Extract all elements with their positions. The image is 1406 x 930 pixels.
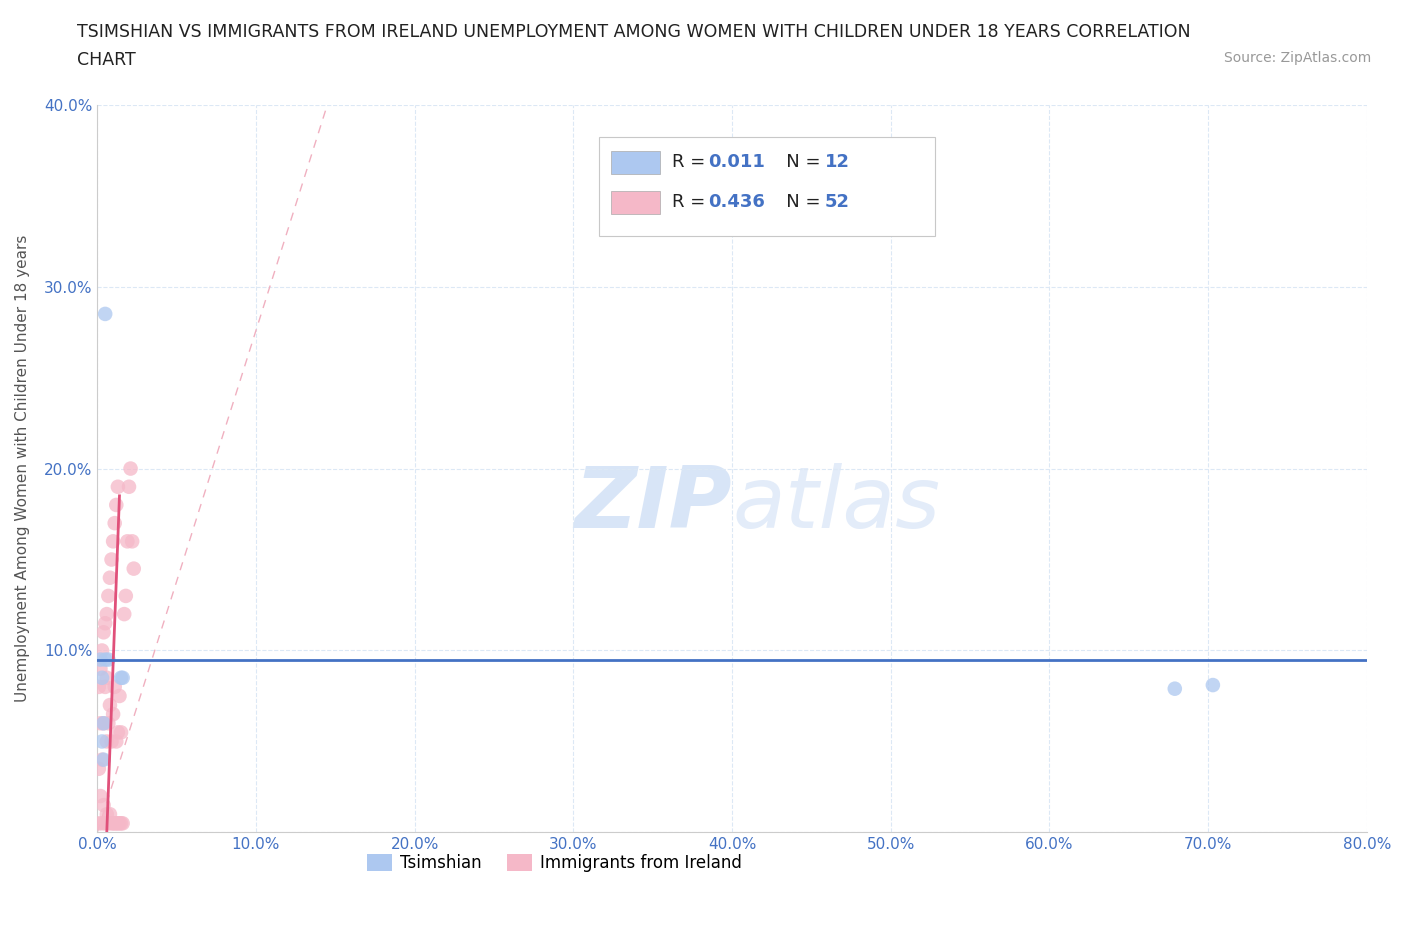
Text: 12: 12 bbox=[825, 153, 849, 171]
Point bbox=[89, 661, 111, 676]
Point bbox=[112, 606, 135, 621]
Point bbox=[89, 652, 111, 667]
Point bbox=[87, 816, 110, 830]
Point bbox=[87, 680, 110, 695]
Point bbox=[118, 479, 141, 494]
Point bbox=[96, 671, 118, 685]
Point bbox=[100, 816, 122, 830]
Point bbox=[94, 816, 117, 830]
Point bbox=[122, 561, 145, 576]
Point bbox=[98, 807, 121, 822]
Point bbox=[104, 816, 127, 830]
Text: 0.011: 0.011 bbox=[707, 153, 765, 171]
Text: TSIMSHIAN VS IMMIGRANTS FROM IRELAND UNEMPLOYMENT AMONG WOMEN WITH CHILDREN UNDE: TSIMSHIAN VS IMMIGRANTS FROM IRELAND UNE… bbox=[77, 23, 1191, 41]
Point bbox=[101, 707, 124, 722]
Point bbox=[94, 307, 117, 322]
Point bbox=[91, 643, 114, 658]
Point bbox=[87, 762, 110, 777]
Text: R =: R = bbox=[672, 193, 711, 211]
Point bbox=[104, 516, 127, 531]
Point bbox=[89, 789, 111, 804]
Text: R =: R = bbox=[672, 153, 711, 171]
Point bbox=[107, 724, 129, 739]
FancyBboxPatch shape bbox=[612, 151, 659, 174]
Point bbox=[105, 816, 128, 830]
Text: Source: ZipAtlas.com: Source: ZipAtlas.com bbox=[1223, 51, 1371, 65]
Point bbox=[93, 752, 115, 767]
Point bbox=[108, 688, 131, 703]
Point bbox=[1202, 678, 1225, 693]
Point bbox=[111, 671, 134, 685]
Text: 0.436: 0.436 bbox=[707, 193, 765, 211]
Text: atlas: atlas bbox=[733, 463, 941, 547]
Point bbox=[98, 570, 121, 585]
Point bbox=[110, 724, 132, 739]
Point bbox=[96, 606, 118, 621]
Point bbox=[96, 734, 118, 749]
Point bbox=[93, 716, 115, 731]
Point bbox=[97, 816, 120, 830]
Point bbox=[98, 698, 121, 712]
Point bbox=[93, 798, 115, 813]
Text: N =: N = bbox=[769, 193, 827, 211]
Point bbox=[117, 534, 139, 549]
Text: ZIP: ZIP bbox=[575, 463, 733, 547]
Point bbox=[110, 816, 132, 830]
Point bbox=[114, 589, 136, 604]
Point bbox=[100, 734, 122, 749]
FancyBboxPatch shape bbox=[612, 191, 659, 214]
Point bbox=[105, 734, 128, 749]
Point bbox=[97, 716, 120, 731]
Point bbox=[1164, 682, 1187, 697]
Point bbox=[94, 680, 117, 695]
Point bbox=[100, 552, 122, 567]
Text: CHART: CHART bbox=[77, 51, 136, 69]
Y-axis label: Unemployment Among Women with Children Under 18 years: Unemployment Among Women with Children U… bbox=[15, 235, 30, 702]
Point bbox=[107, 816, 129, 830]
Point bbox=[121, 534, 143, 549]
Point bbox=[97, 652, 120, 667]
Point bbox=[108, 816, 131, 830]
Point bbox=[101, 816, 124, 830]
Point bbox=[94, 652, 117, 667]
Point bbox=[93, 716, 115, 731]
Point bbox=[101, 534, 124, 549]
Text: 52: 52 bbox=[825, 193, 849, 211]
Point bbox=[105, 498, 128, 512]
FancyBboxPatch shape bbox=[599, 138, 935, 235]
Point bbox=[89, 716, 111, 731]
Point bbox=[91, 752, 114, 767]
Point bbox=[104, 680, 127, 695]
Point bbox=[120, 461, 142, 476]
Point bbox=[110, 671, 132, 685]
Point bbox=[97, 589, 120, 604]
Point bbox=[91, 816, 114, 830]
Text: N =: N = bbox=[769, 153, 827, 171]
Point bbox=[94, 616, 117, 631]
Point bbox=[91, 734, 114, 749]
Point bbox=[96, 807, 118, 822]
Point bbox=[91, 671, 114, 685]
Legend: Tsimshian, Immigrants from Ireland: Tsimshian, Immigrants from Ireland bbox=[360, 847, 748, 879]
Point bbox=[111, 816, 134, 830]
Point bbox=[93, 625, 115, 640]
Point bbox=[107, 479, 129, 494]
